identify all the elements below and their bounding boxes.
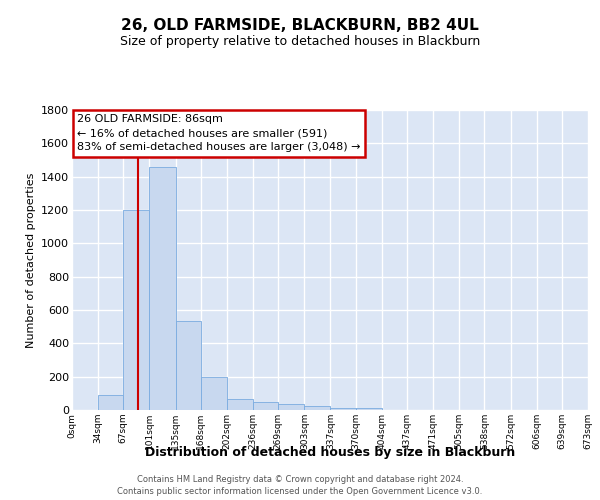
Text: 26, OLD FARMSIDE, BLACKBURN, BB2 4UL: 26, OLD FARMSIDE, BLACKBURN, BB2 4UL [121,18,479,32]
Text: Distribution of detached houses by size in Blackburn: Distribution of detached houses by size … [145,446,515,459]
Bar [253,402,278,410]
Bar [98,395,124,410]
Bar [278,404,304,410]
Bar [124,210,149,410]
Bar [176,321,201,410]
Text: Contains HM Land Registry data © Crown copyright and database right 2024.: Contains HM Land Registry data © Crown c… [137,476,463,484]
Bar [201,376,227,410]
Text: 26 OLD FARMSIDE: 86sqm
← 16% of detached houses are smaller (591)
83% of semi-de: 26 OLD FARMSIDE: 86sqm ← 16% of detached… [77,114,361,152]
Bar [356,408,382,410]
Text: Contains public sector information licensed under the Open Government Licence v3: Contains public sector information licen… [118,486,482,496]
Bar [331,408,356,410]
Y-axis label: Number of detached properties: Number of detached properties [26,172,35,348]
Text: Size of property relative to detached houses in Blackburn: Size of property relative to detached ho… [120,35,480,48]
Bar [304,406,331,410]
Bar [149,166,176,410]
Bar [227,399,253,410]
